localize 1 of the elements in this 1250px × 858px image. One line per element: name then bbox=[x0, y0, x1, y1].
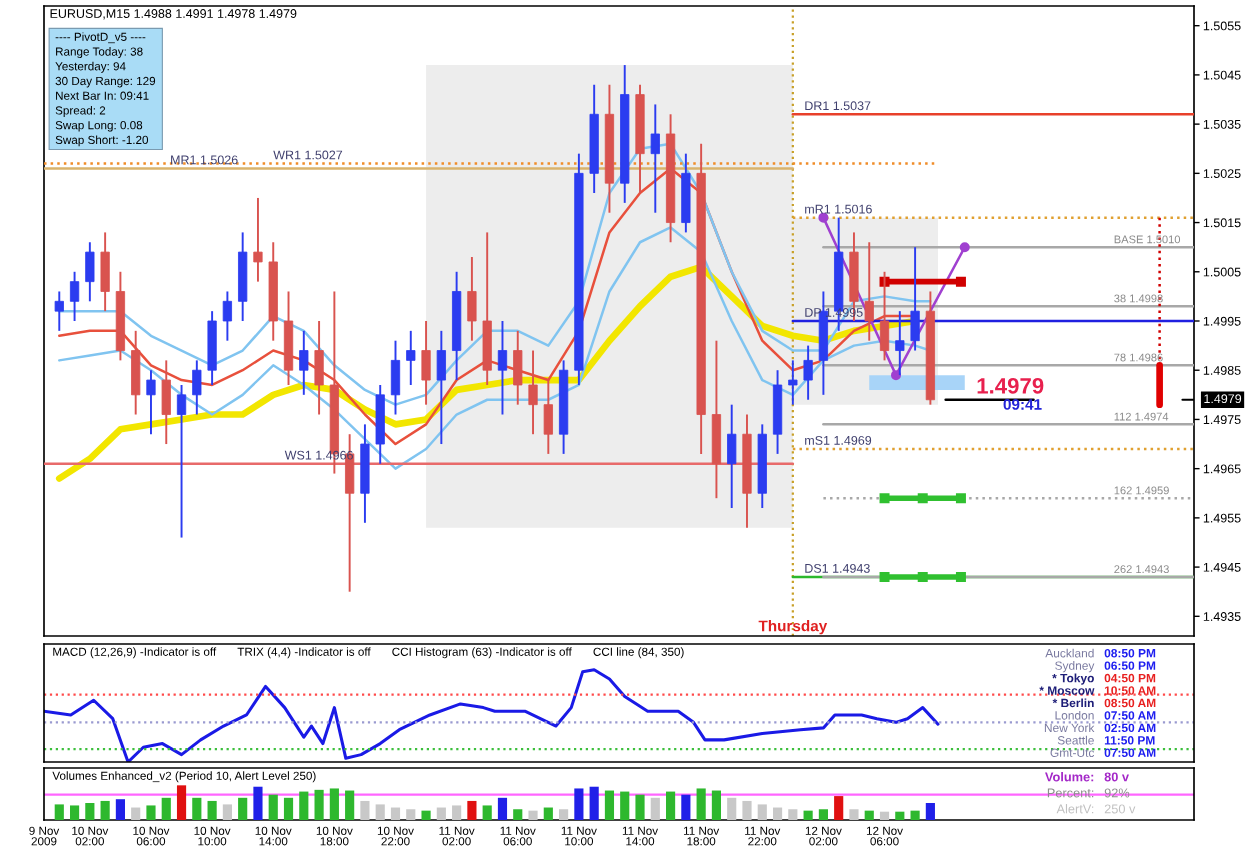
annotation: 1.4979 bbox=[977, 377, 1044, 394]
